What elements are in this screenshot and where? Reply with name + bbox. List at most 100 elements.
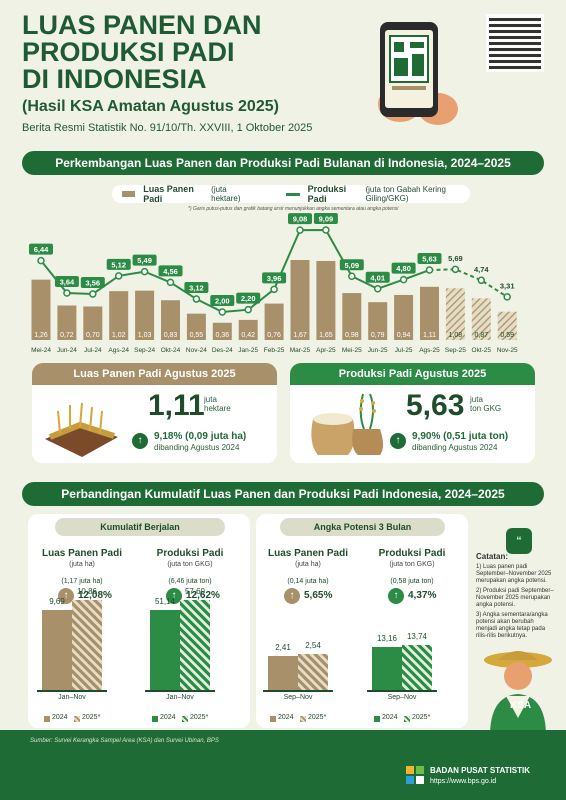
area-bar bbox=[135, 290, 155, 340]
area-bar-label: 0,94 bbox=[397, 332, 411, 339]
production-label: 3,64 bbox=[60, 278, 75, 287]
legend-2024-swatch bbox=[270, 716, 276, 722]
x-tick-label: Apr-25 bbox=[316, 347, 336, 354]
production-point bbox=[270, 285, 278, 294]
area-bar-label: 1,65 bbox=[319, 332, 333, 339]
production-label-bg bbox=[29, 243, 53, 255]
bar-2024-label: 9,69 bbox=[49, 596, 65, 606]
prod-unit: juta ton GKG bbox=[470, 395, 501, 413]
bar-2025-label: 2,54 bbox=[305, 641, 321, 650]
production-label: 5,12 bbox=[111, 260, 126, 269]
production-label: 2,20 bbox=[241, 294, 256, 303]
bar-2025 bbox=[180, 600, 210, 690]
production-label-bg bbox=[210, 295, 235, 306]
area-bar-label: 0,36 bbox=[215, 332, 229, 339]
baseline bbox=[367, 690, 437, 692]
production-line bbox=[40, 228, 430, 314]
prod-card-header: Produksi Padi Agustus 2025 bbox=[290, 363, 535, 385]
prod-unit-2: ton GKG bbox=[470, 404, 502, 413]
qr-code[interactable] bbox=[486, 14, 544, 72]
production-label-bg bbox=[236, 292, 261, 304]
group-delta: (0,58 juta ton) bbox=[390, 578, 434, 585]
farmer-mascot bbox=[484, 651, 552, 736]
production-label: 4,01 bbox=[370, 273, 385, 282]
production-point bbox=[477, 276, 486, 285]
legend-2025-label: 2025* bbox=[190, 714, 209, 721]
area-bar bbox=[161, 300, 180, 340]
area-bar-label: 0,55 bbox=[190, 332, 204, 339]
chart-note: *) Garis putus-putus dan grafik batang a… bbox=[188, 206, 399, 212]
rice-sack-illustration bbox=[311, 393, 383, 455]
legend-prod-label: Produksi Padi bbox=[307, 184, 347, 204]
production-label: 3,96 bbox=[267, 274, 282, 283]
x-tick-label: Ags-25 bbox=[419, 347, 440, 354]
group-unit: (juta ton GKG) bbox=[167, 561, 213, 568]
note-1: 1) Luas panen padi September–November 20… bbox=[476, 564, 552, 584]
potential-pill: Angka Potensi 3 Bulan bbox=[280, 518, 445, 536]
section2-banner: Perbandingan Kumulatif Luas Panen dan Pr… bbox=[22, 482, 544, 506]
bar-2024-label: 51,14 bbox=[154, 597, 176, 607]
area-cmp: dibanding Agustus 2024 bbox=[154, 443, 240, 452]
group-delta: (1,17 juta ha) bbox=[61, 578, 103, 585]
production-label: 4,74 bbox=[474, 265, 489, 274]
production-point bbox=[373, 285, 382, 293]
baseline bbox=[263, 690, 333, 692]
x-tick-label: Mar-25 bbox=[290, 347, 311, 354]
area-pct: 9,18% (0,09 juta ha) bbox=[154, 431, 247, 442]
up-arrow-icon: ↑ bbox=[388, 588, 404, 604]
area-bar bbox=[471, 298, 491, 340]
area-bar bbox=[109, 291, 129, 340]
production-label-bg bbox=[313, 213, 338, 224]
production-label-bg bbox=[365, 271, 390, 283]
production-point bbox=[140, 267, 149, 276]
group-title: Produksi Padi bbox=[378, 548, 446, 559]
area-bar bbox=[394, 294, 414, 340]
production-point bbox=[89, 290, 97, 298]
production-label: 3,31 bbox=[500, 281, 515, 290]
legend-2024-label: 2024 bbox=[160, 714, 176, 721]
area-bar bbox=[31, 279, 51, 340]
notes-title: Catatan: bbox=[476, 552, 509, 561]
production-label: 3,56 bbox=[85, 278, 100, 287]
bar-2025-label: 57,60 bbox=[184, 587, 206, 596]
legend-area-unit: (juta hektare) bbox=[211, 185, 241, 203]
legend-2024-swatch bbox=[44, 716, 50, 722]
bar-2025-label: 10,86 bbox=[76, 587, 98, 596]
production-label: 2,00 bbox=[215, 297, 230, 306]
production-line-potential bbox=[429, 268, 508, 298]
legend-bar-swatch bbox=[122, 191, 136, 197]
production-label-bg bbox=[184, 282, 209, 294]
area-bar bbox=[264, 303, 284, 340]
group-title: Luas Panen Padi bbox=[41, 548, 123, 559]
group-title: Produksi Padi bbox=[156, 548, 224, 559]
legend-2024-label: 2024 bbox=[52, 714, 68, 721]
area-bar-label: 0,72 bbox=[60, 332, 74, 339]
bps-url[interactable]: https://www.bps.go.id bbox=[430, 778, 497, 785]
period-label: Sep–Nov bbox=[283, 694, 313, 701]
x-tick-label: Mei-25 bbox=[342, 347, 362, 354]
note-2: 2) Produksi padi September–November 2025… bbox=[476, 588, 554, 608]
bar-2025 bbox=[298, 654, 328, 690]
production-label: 9,09 bbox=[319, 215, 334, 224]
legend-2024-swatch bbox=[374, 716, 380, 722]
production-point bbox=[451, 265, 460, 274]
group-pct: 12,08% bbox=[78, 590, 112, 601]
area-unit-2: hektare bbox=[204, 404, 231, 413]
legend-area-label: Luas Panen Padi bbox=[143, 184, 194, 204]
footer bbox=[0, 730, 566, 800]
legend-2025-label: 2025* bbox=[308, 714, 327, 721]
source-note: Sumber: Survei Kerangka Sampel Area (KSA… bbox=[30, 738, 219, 744]
legend-2024-swatch bbox=[152, 716, 158, 722]
subtitle: (Hasil KSA Amatan Agustus 2025) bbox=[22, 98, 279, 115]
production-label: 5,63 bbox=[422, 255, 437, 264]
monthly-chart: 1,26 Mei-24 0,72 Jun-24 0,70 Jul-24 1,02 Ags-24… bbox=[29, 213, 518, 354]
bar-2024 bbox=[150, 610, 180, 690]
production-label: 5,69 bbox=[448, 254, 463, 263]
area-bar-label: 1,08 bbox=[449, 332, 463, 339]
area-bar bbox=[368, 302, 388, 340]
phone-illustration bbox=[378, 22, 458, 125]
legend-prod-unit: (juta ton Gabah Kering Giling/GKG) bbox=[365, 185, 446, 203]
production-point bbox=[244, 305, 252, 314]
area-bar-label: 0,83 bbox=[164, 332, 178, 339]
x-tick-label: Jul-24 bbox=[84, 347, 102, 354]
